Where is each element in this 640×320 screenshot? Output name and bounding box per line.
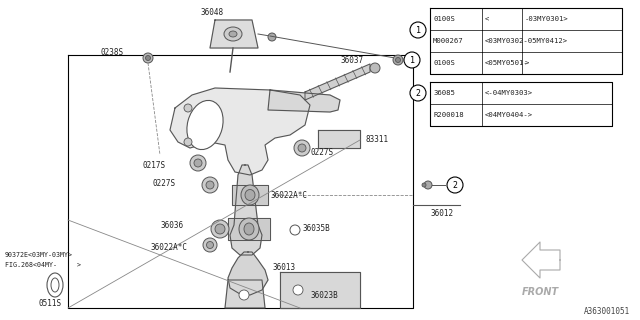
Ellipse shape [229,31,237,37]
Text: 36012: 36012 [430,209,453,218]
Text: 0227S: 0227S [310,148,333,156]
Polygon shape [232,185,268,205]
Ellipse shape [245,189,255,201]
Polygon shape [210,20,258,48]
Polygon shape [280,272,360,308]
Text: <05MY0501-: <05MY0501- [485,60,529,66]
Circle shape [207,242,214,249]
Polygon shape [305,64,370,100]
Circle shape [194,159,202,167]
Text: 0217S: 0217S [142,161,165,170]
Circle shape [184,104,192,112]
Text: 1: 1 [410,55,415,65]
Polygon shape [268,90,340,112]
Circle shape [145,55,150,60]
Circle shape [447,177,463,193]
Circle shape [294,140,310,156]
Polygon shape [228,252,268,295]
Circle shape [143,53,153,63]
Circle shape [396,58,401,62]
Polygon shape [228,218,270,240]
Circle shape [202,177,218,193]
Text: 36085: 36085 [433,90,455,96]
Text: 0227S: 0227S [152,179,175,188]
Text: <03MY0302-05MY0412>: <03MY0302-05MY0412> [485,38,568,44]
Text: 1: 1 [415,26,420,35]
Text: 36023B: 36023B [310,291,338,300]
Text: 2: 2 [452,180,458,189]
Text: -03MY0301>: -03MY0301> [525,16,569,22]
Text: 0511S: 0511S [38,299,61,308]
Circle shape [206,181,214,189]
Text: <04MY0404->: <04MY0404-> [485,112,533,118]
Circle shape [410,22,426,38]
Text: >: > [525,60,529,66]
Circle shape [215,224,225,234]
Circle shape [293,285,303,295]
Circle shape [404,52,420,68]
Circle shape [184,138,192,146]
Ellipse shape [51,278,59,292]
Circle shape [422,183,426,187]
Text: FRONT: FRONT [522,287,559,297]
Text: 0100S: 0100S [433,16,455,22]
Text: FIG.268<04MY-     >: FIG.268<04MY- > [5,262,81,268]
Circle shape [410,85,426,101]
Text: 90372E<03MY-03MY>: 90372E<03MY-03MY> [5,252,73,258]
Ellipse shape [47,273,63,297]
Ellipse shape [187,100,223,149]
Circle shape [268,33,276,41]
Text: 36048: 36048 [200,7,223,17]
Circle shape [239,290,249,300]
Polygon shape [522,242,560,278]
Text: 36036: 36036 [160,220,183,229]
Polygon shape [230,165,262,255]
Text: M000267: M000267 [433,38,463,44]
Text: 83311: 83311 [365,134,388,143]
Text: 36022A*C: 36022A*C [150,243,187,252]
Polygon shape [318,130,360,148]
Circle shape [211,220,229,238]
Text: 0100S: 0100S [433,60,455,66]
Text: <-04MY0303>: <-04MY0303> [485,90,533,96]
Text: <: < [485,16,490,22]
Polygon shape [170,88,310,175]
Text: 36022A*C: 36022A*C [270,190,307,199]
Polygon shape [225,280,265,308]
Ellipse shape [241,185,259,205]
Circle shape [424,181,432,189]
Ellipse shape [239,218,259,240]
Circle shape [298,144,306,152]
Ellipse shape [244,223,254,235]
Text: 0238S: 0238S [100,47,123,57]
Text: 36013: 36013 [272,263,295,273]
Text: 36035B: 36035B [302,223,330,233]
Circle shape [203,238,217,252]
Ellipse shape [224,27,242,41]
Text: 2: 2 [415,89,420,98]
Text: R200018: R200018 [433,112,463,118]
Circle shape [393,55,403,65]
Text: A363001051: A363001051 [584,308,630,316]
Circle shape [370,63,380,73]
Text: 36037: 36037 [340,55,363,65]
Circle shape [190,155,206,171]
